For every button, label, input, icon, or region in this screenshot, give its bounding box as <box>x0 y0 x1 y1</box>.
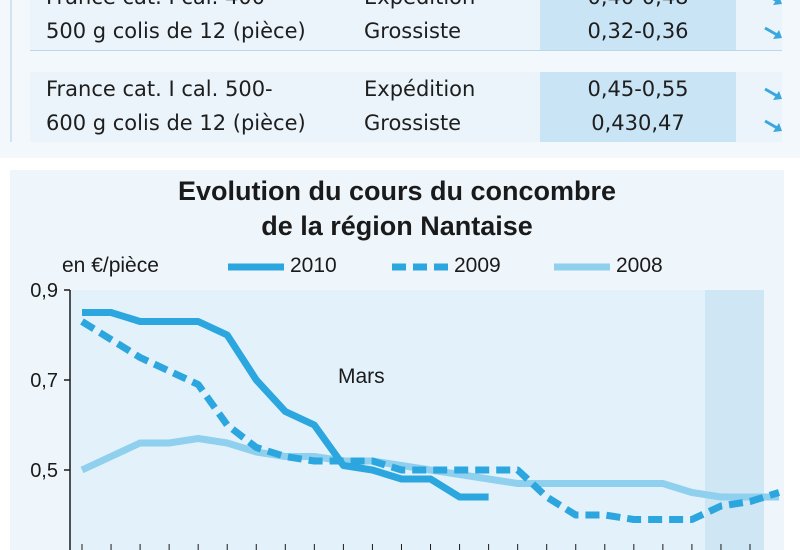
product-cell: France cat. I cal. 500- 600 g colis de 1… <box>46 72 346 140</box>
legend-swatch-solid <box>554 263 610 271</box>
chart-annotation: Mars <box>338 365 385 388</box>
row-divider <box>30 50 782 51</box>
arrow-down-right-icon <box>764 87 782 100</box>
arrow-down-right-icon <box>764 119 782 132</box>
price-value: 0,32-0,36 <box>587 19 689 43</box>
product-line: 600 g colis de 12 (pièce) <box>46 111 306 135</box>
legend-swatch-dashed <box>392 263 448 271</box>
price-cell: 0,45-0,55 0,430,47 <box>540 72 736 140</box>
stage-cell: Expédition Grossiste <box>364 0 544 48</box>
stage-label: Expédition <box>364 0 544 14</box>
stage-label: Expédition <box>364 77 476 101</box>
legend-label: 2008 <box>616 254 663 277</box>
price-column-background <box>540 0 736 50</box>
y-tick-label: 0,5 <box>30 460 58 482</box>
series-line-2008 <box>80 435 779 501</box>
legend-label: 2010 <box>290 254 337 277</box>
series-line-2010 <box>82 309 489 501</box>
product-line: France cat. I cal. 500- <box>46 77 273 101</box>
series-line-2009 <box>80 318 781 523</box>
product-line: 500 g colis de 12 (pièce) <box>46 19 306 43</box>
arrow-down-right-icon <box>772 0 782 5</box>
price-value: 0,430,47 <box>591 111 685 135</box>
stage-label: Grossiste <box>364 19 462 43</box>
legend-swatch-solid <box>228 263 284 271</box>
price-cell: 0,40-0,48 0,32-0,36 <box>540 0 736 48</box>
stage-cell: Expédition Grossiste <box>364 72 544 140</box>
chart-title: Evolution du cours du concombre de la ré… <box>10 174 784 244</box>
price-value: 0,45-0,55 <box>587 77 689 101</box>
chart-title-line: de la région Nantaise <box>261 211 533 241</box>
legend-label: 2009 <box>454 254 501 277</box>
y-tick-label: 0,7 <box>30 370 58 392</box>
price-table: France cat. I cal. 400- 500 g colis de 1… <box>0 0 800 158</box>
table-row: France cat. I cal. 400- 500 g colis de 1… <box>30 0 782 50</box>
table-left-rule <box>10 0 12 142</box>
stage-label: Grossiste <box>364 111 462 135</box>
table-row: France cat. I cal. 500- 600 g colis de 1… <box>30 72 782 142</box>
y-tick-label: 0,9 <box>30 280 58 302</box>
plot-background <box>70 290 764 550</box>
product-cell: France cat. I cal. 400- 500 g colis de 1… <box>46 0 346 48</box>
price-value: 0,40-0,48 <box>540 0 736 14</box>
product-line: France cat. I cal. 400- <box>46 0 346 14</box>
price-column-background <box>540 72 736 142</box>
y-unit-label: en €/pièce <box>62 254 159 277</box>
chart-title-line: Evolution du cours du concombre <box>177 176 617 206</box>
arrow-down-right-icon <box>764 26 782 39</box>
